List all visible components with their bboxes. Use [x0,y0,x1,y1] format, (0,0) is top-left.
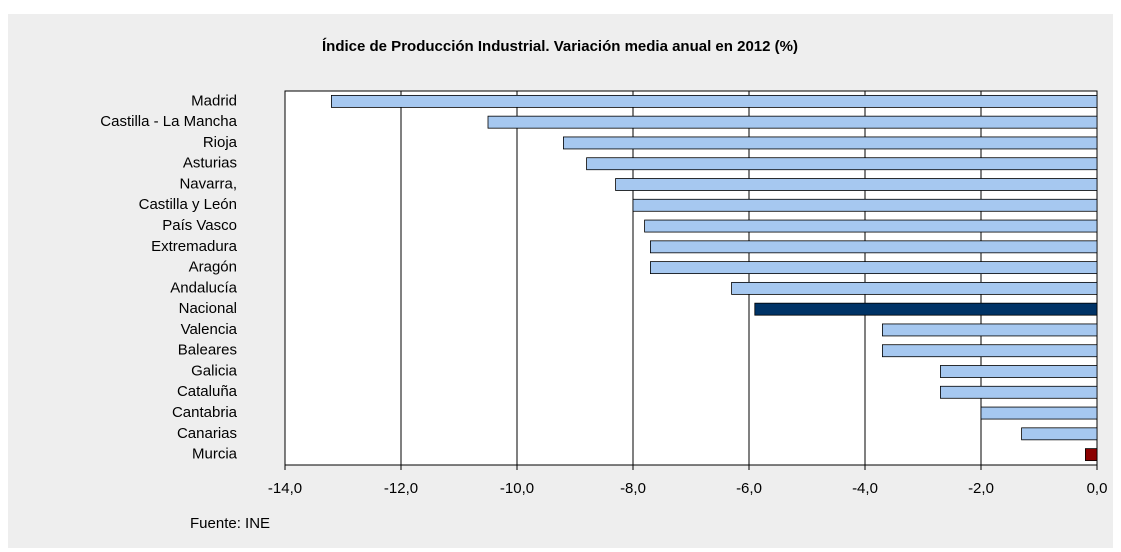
chart-title: Índice de Producción Industrial. Variaci… [322,38,798,55]
y-tick-label: Castilla y León [139,196,237,213]
y-tick-label: Extremadura [151,238,238,255]
bar [940,365,1098,378]
y-tick-label: Rioja [203,134,238,151]
y-tick-label: Nacional [179,300,237,317]
y-tick-label: Cataluña [177,383,238,400]
x-tick-label: -8,0 [620,480,646,497]
y-tick-label: Galicia [191,362,238,379]
bar [563,136,1098,150]
bar [632,198,1098,212]
x-tick-label: -6,0 [736,480,762,497]
bar [615,178,1098,191]
x-tick-label: -14,0 [268,480,302,497]
bar [487,115,1098,129]
bar [650,240,1098,254]
x-tick-label: -12,0 [384,480,418,497]
y-tick-label: Murcia [192,446,238,463]
source-note: Fuente: INE [190,515,270,532]
x-tick-label: -10,0 [500,480,534,497]
bar [731,281,1098,295]
x-tick-label: -4,0 [852,480,878,497]
bar [586,157,1098,171]
bar [980,406,1098,420]
bar [330,94,1098,108]
x-tick-label: -2,0 [968,480,994,497]
bar [940,385,1098,399]
y-tick-label: Baleares [178,342,237,359]
y-tick-label: Cantabria [172,404,238,421]
y-tick-label: Madrid [191,92,237,109]
y-tick-label: Aragón [189,259,237,276]
x-tick-label: 0,0 [1087,480,1108,497]
bar [650,261,1098,275]
y-tick-label: Navarra, [179,175,237,192]
bar [882,344,1098,358]
bar [882,323,1098,337]
bar [1085,448,1098,462]
bar [644,219,1098,233]
y-tick-label: Canarias [177,425,237,442]
y-tick-label: Valencia [181,321,238,338]
y-tick-label: Andalucía [170,279,237,296]
bar [754,302,1098,316]
y-tick-label: Asturias [183,155,237,172]
y-tick-label: Castilla - La Mancha [100,113,237,130]
plot-area [284,90,1098,466]
y-tick-label: País Vasco [162,217,237,234]
bar [1021,427,1098,441]
